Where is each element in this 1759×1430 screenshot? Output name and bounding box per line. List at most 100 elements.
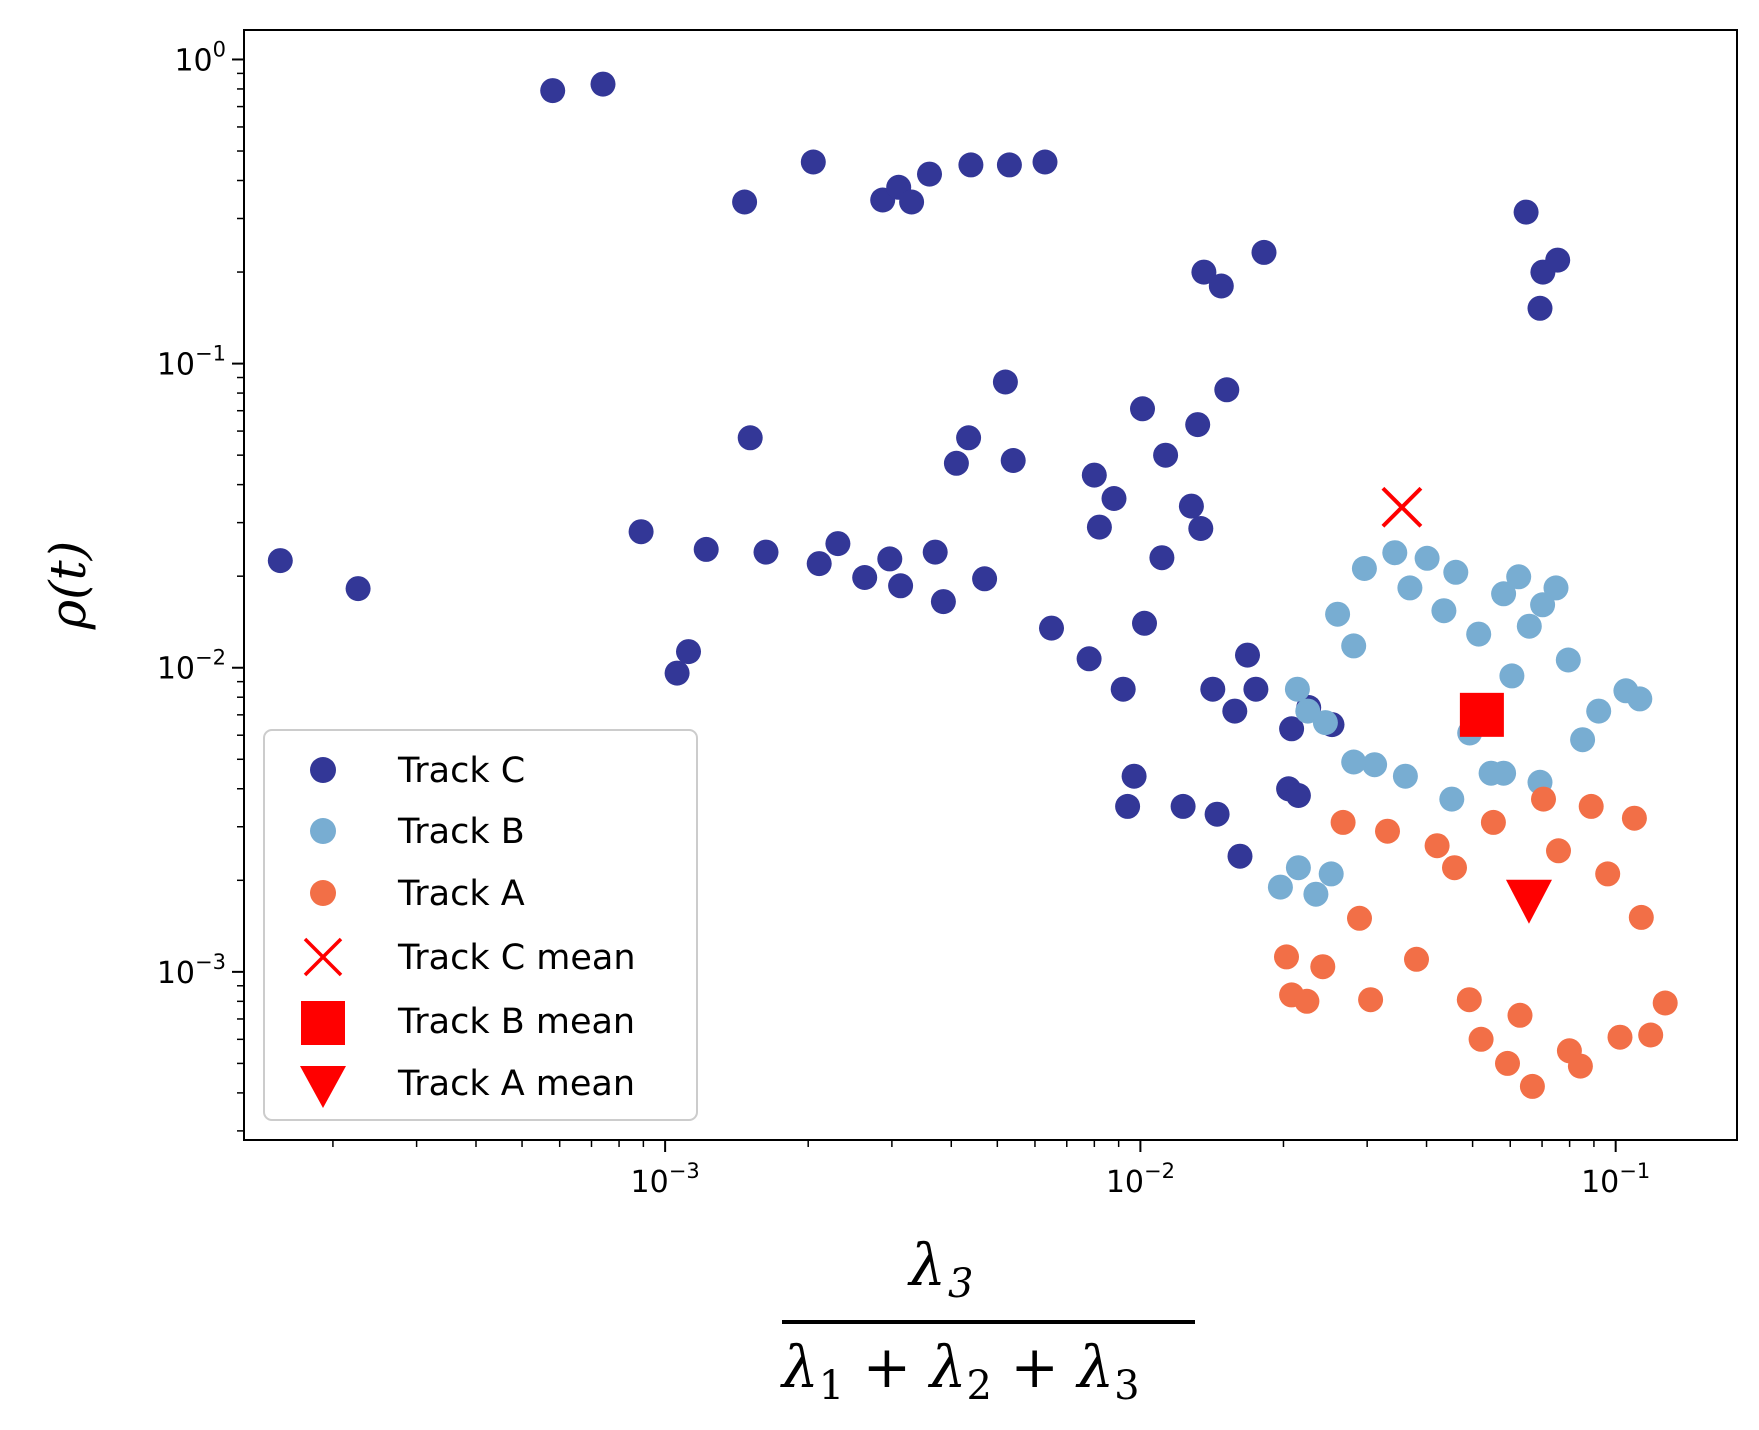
point-track-c [996,152,1022,178]
point-track-b [1351,556,1377,581]
point-track-a [1404,946,1429,972]
point-track-c [917,161,942,187]
legend-marker-track-b-mean [301,1001,345,1045]
point-track-c [1208,273,1234,299]
point-track-a [1442,855,1467,881]
point-track-a [1330,809,1356,835]
point-track-b [1530,592,1556,618]
point-track-a [1310,954,1336,980]
point-track-a [1480,809,1506,835]
denominator-subscript-3: 3 [1114,1363,1139,1409]
legend-label-track-b-mean: Track B mean [397,1002,635,1042]
series-track-b [1267,540,1653,907]
x-tick-label: 10−1 [1581,1159,1650,1200]
point-track-c [1222,698,1248,724]
point-track-c [825,531,851,557]
point-track-b [1443,559,1469,585]
point-track-c [1235,642,1260,668]
point-track-c [628,519,654,545]
point-track-b [1466,621,1492,647]
point-track-c [1121,763,1147,789]
point-track-b [1341,749,1367,775]
point-track-a [1468,1026,1494,1052]
y-tick-label: 100 [174,37,226,78]
point-track-c [1115,793,1141,819]
point-track-c [345,576,371,602]
point-track-c [1191,259,1217,285]
point-track-a [1375,818,1400,844]
point-track-a [1546,838,1571,864]
point-track-b [1285,855,1311,881]
point-track-b [1570,727,1596,753]
point-track-c [1185,412,1211,438]
point-track-c [956,425,982,451]
point-track-b [1491,760,1517,786]
point-track-c [1039,615,1064,641]
point-track-c [1527,295,1553,321]
point-track-b [1491,581,1517,607]
denominator-lambda-1: λ [780,1333,819,1401]
point-track-c [888,573,914,599]
point-track-a [1495,1050,1520,1076]
point-track-c [1130,396,1155,422]
point-track-a [1607,1024,1633,1050]
point-track-c [1000,448,1026,473]
series-track-a [1274,786,1678,1099]
point-track-a [1578,793,1604,819]
point-track-a [1347,905,1372,931]
y-axis-label: ρ(t) [39,541,97,631]
point-track-a [1652,990,1678,1016]
point-track-c [1032,149,1058,175]
marker-track-b-mean [1459,692,1504,737]
point-track-a [1456,987,1482,1013]
point-track-a [1519,1073,1545,1099]
point-track-c [540,78,566,104]
point-track-c [992,369,1018,395]
point-track-b [1543,575,1569,601]
point-track-c [1178,493,1204,519]
point-track-b [1392,763,1418,789]
point-track-c [922,539,948,565]
x-axis-label-numerator-subscript: 3 [948,1261,973,1307]
marker-track-c-mean [1381,486,1423,528]
y-tick-label: 10−1 [157,342,226,383]
point-track-b [1303,881,1329,907]
legend-marker-track-b [310,818,336,844]
point-track-b [1516,613,1542,639]
point-track-b [1341,633,1367,659]
point-track-b [1439,786,1465,812]
point-track-b [1312,710,1338,736]
legend-marker-track-c-mean [303,937,343,977]
x-tick-label: 10−3 [631,1159,700,1200]
point-track-a [1628,904,1654,930]
x-axis-label-numerator: λ [907,1231,946,1299]
point-track-c [1285,783,1311,808]
point-track-c [1279,716,1305,742]
point-track-c [1110,676,1136,702]
point-track-c [693,536,719,562]
point-track-a [1274,944,1299,970]
point-track-c [1076,646,1102,672]
point-track-b [1295,698,1321,724]
point-track-b [1397,575,1423,601]
denominator-lambda-3: λ [1075,1333,1114,1401]
point-track-b [1284,676,1310,702]
series-track-c [267,71,1571,869]
point-track-c [806,551,832,577]
point-track-c [1170,793,1196,819]
point-track-a [1507,1002,1533,1028]
point-track-a [1294,988,1320,1014]
point-track-c [737,425,763,451]
legend-label-track-c-mean: Track C mean [397,938,636,978]
point-track-c [899,189,925,215]
legend-label-track-b: Track B [397,812,525,852]
y-tick-label: 10−3 [157,950,226,991]
point-track-c [852,565,878,590]
point-track-c [1251,239,1277,265]
point-track-c [1153,442,1179,468]
x-axis-label-denominator: λ1 + λ2 + λ3 [780,1333,1140,1409]
point-track-c [1086,514,1112,540]
point-track-b [1325,601,1351,627]
point-track-a [1567,1053,1593,1079]
